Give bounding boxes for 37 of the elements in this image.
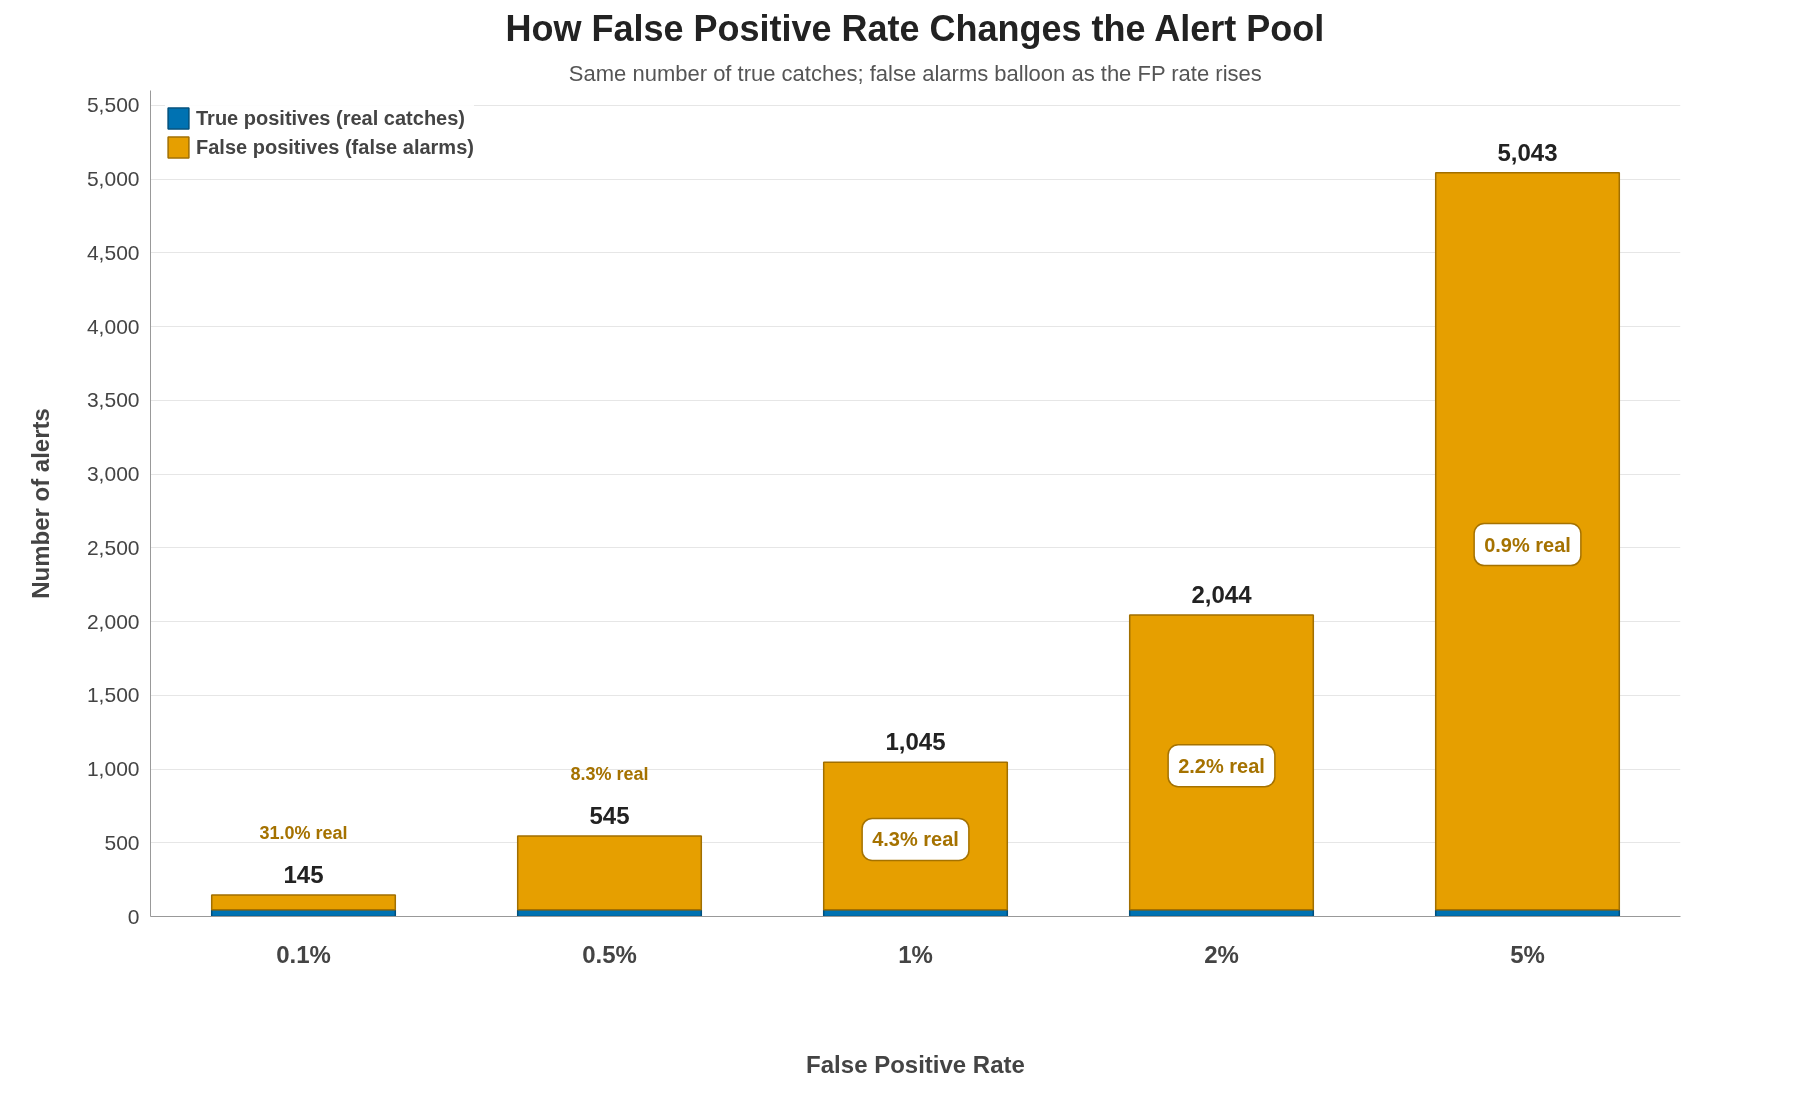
annotation: 8.3% real [570, 764, 649, 785]
total-label: 145 [283, 861, 324, 889]
x-tick-label: 5% [1510, 940, 1545, 968]
legend-label: False positives (false alarms) [196, 135, 474, 159]
y-tick-label: 500 [104, 830, 140, 854]
y-tick-label: 3,500 [86, 388, 140, 412]
bar [210, 894, 397, 911]
bar [516, 835, 703, 911]
y-tick-label: 4,000 [86, 314, 140, 338]
chart-subtitle: Same number of true catches; false alarms balloon as the FP rate rises [568, 60, 1262, 86]
y-tick-label: 5,000 [86, 167, 140, 190]
y-tick-label: 4,500 [86, 240, 140, 264]
chart-title: How False Positive Rate Changes the Alert Pool [505, 7, 1325, 49]
y-tick-label: 1,500 [86, 683, 140, 707]
bar [1128, 614, 1315, 911]
x-axis-title: False Positive Rate [806, 1050, 1025, 1078]
total-label: 1,045 [885, 728, 946, 756]
y-tick-label: 2,000 [86, 609, 140, 633]
x-tick-label: 2% [1204, 940, 1239, 968]
y-tick-label: 2,500 [86, 535, 140, 559]
annotation: 0.9% real [1484, 533, 1571, 556]
legend-label: True positives (real catches) [196, 106, 466, 130]
y-tick-label: 0 [127, 904, 140, 928]
y-axis-title: Number of alerts [26, 408, 54, 599]
y-tick-label: 3,000 [86, 462, 140, 485]
total-label: 2,044 [1191, 581, 1253, 609]
x-tick-label: 0.1% [276, 940, 331, 968]
x-tick-label: 0.5% [582, 940, 637, 968]
total-label: 545 [589, 802, 630, 830]
x-tick-label: 1% [898, 940, 933, 968]
annotation: 4.3% real [872, 828, 959, 851]
annotation: 2.2% real [1178, 754, 1265, 777]
y-tick-label: 5,500 [86, 93, 140, 117]
annotation: 31.0% real [259, 823, 348, 844]
bar [1434, 171, 1621, 911]
total-label: 5,043 [1497, 138, 1558, 166]
y-tick-label: 1,000 [86, 757, 140, 780]
